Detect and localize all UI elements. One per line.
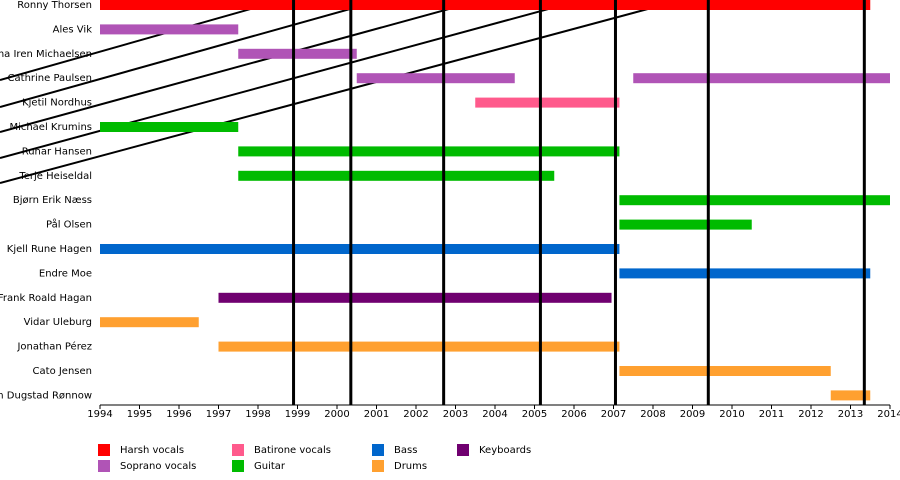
legend-label: Drums	[394, 461, 427, 472]
x-tick-label: 2007	[601, 409, 626, 420]
member-label: Endre Moe	[39, 268, 92, 279]
bar	[238, 146, 620, 157]
member-label: Terje Heiseldal	[18, 171, 92, 182]
member-label: Cathrine Paulsen	[8, 73, 92, 84]
x-tick-label: 2009	[680, 409, 705, 420]
bar	[356, 73, 515, 84]
diagonal-line	[0, 0, 287, 81]
bar	[218, 292, 612, 303]
legend-swatch	[372, 444, 384, 456]
bar	[100, 122, 239, 132]
legend-label: Harsh vocals	[120, 445, 184, 456]
x-tick-label: 2005	[522, 409, 547, 420]
legend-label: Batirone vocals	[254, 445, 331, 456]
x-tick-label: 2001	[364, 409, 389, 420]
bar	[619, 268, 871, 279]
member-label: Helena Iren Michaelsen	[0, 49, 92, 60]
legend-swatch	[232, 460, 244, 472]
x-tick-label: 1995	[127, 409, 152, 420]
x-tick-label: 1998	[245, 409, 270, 420]
legend-label: Bass	[394, 445, 417, 456]
member-label: Pål Olsen	[46, 218, 92, 231]
bar	[100, 0, 871, 10]
bar	[633, 73, 890, 84]
legend-swatch	[372, 460, 384, 472]
x-tick-label: 2000	[324, 409, 349, 420]
x-tick-label: 1997	[206, 409, 231, 420]
legend-label: Soprano vocals	[120, 461, 196, 472]
x-tick-label: 2003	[443, 409, 468, 420]
bar	[619, 366, 831, 376]
x-tick-label: 2013	[838, 409, 863, 420]
diagonal-line	[0, 0, 486, 133]
member-label: Ales Vik	[53, 24, 93, 35]
bar	[619, 195, 890, 206]
member-label: Kjell Rune Hagen	[7, 244, 92, 255]
member-label: Kjetil Nordhus	[22, 98, 92, 109]
bar	[475, 97, 620, 108]
member-label: Ronny Thorsen	[17, 0, 92, 11]
bar	[100, 244, 620, 254]
x-tick-label: 1994	[87, 409, 112, 420]
member-label: Vidar Uleburg	[24, 317, 92, 328]
x-tick-label: 2014	[877, 409, 900, 420]
x-tick-label: 1999	[285, 409, 310, 420]
member-label: Runar Hansen	[22, 146, 92, 157]
member-label: Michael Krumins	[9, 122, 92, 133]
diagonal-line	[0, 0, 386, 108]
member-label: Frank Roald Hagan	[0, 293, 92, 304]
member-label: Bjørn Dugstad Rønnow	[0, 390, 92, 401]
bar	[100, 317, 199, 328]
legend-label: Keyboards	[479, 445, 531, 456]
x-tick-label: 2010	[719, 409, 744, 420]
x-tick-label: 2006	[561, 409, 586, 420]
legend-swatch	[457, 444, 469, 456]
x-tick-label: 2008	[640, 409, 665, 420]
legend-swatch	[98, 444, 110, 456]
member-label: Jonathan Pérez	[16, 341, 92, 353]
legend-swatch	[232, 444, 244, 456]
x-tick-label: 2002	[403, 409, 428, 420]
bar	[238, 48, 357, 59]
legend-label: Guitar	[254, 461, 286, 472]
legend-swatch	[98, 460, 110, 472]
bar	[830, 390, 871, 401]
x-tick-label: 1996	[166, 409, 191, 420]
member-label: Cato Jensen	[33, 366, 92, 377]
x-tick-label: 2012	[798, 409, 823, 420]
bar	[100, 24, 239, 35]
bar	[218, 341, 620, 352]
x-tick-label: 2011	[759, 409, 784, 420]
member-label: Bjørn Erik Næss	[13, 195, 92, 206]
bar	[619, 219, 752, 230]
bar	[238, 170, 555, 181]
x-tick-label: 2004	[482, 409, 507, 420]
